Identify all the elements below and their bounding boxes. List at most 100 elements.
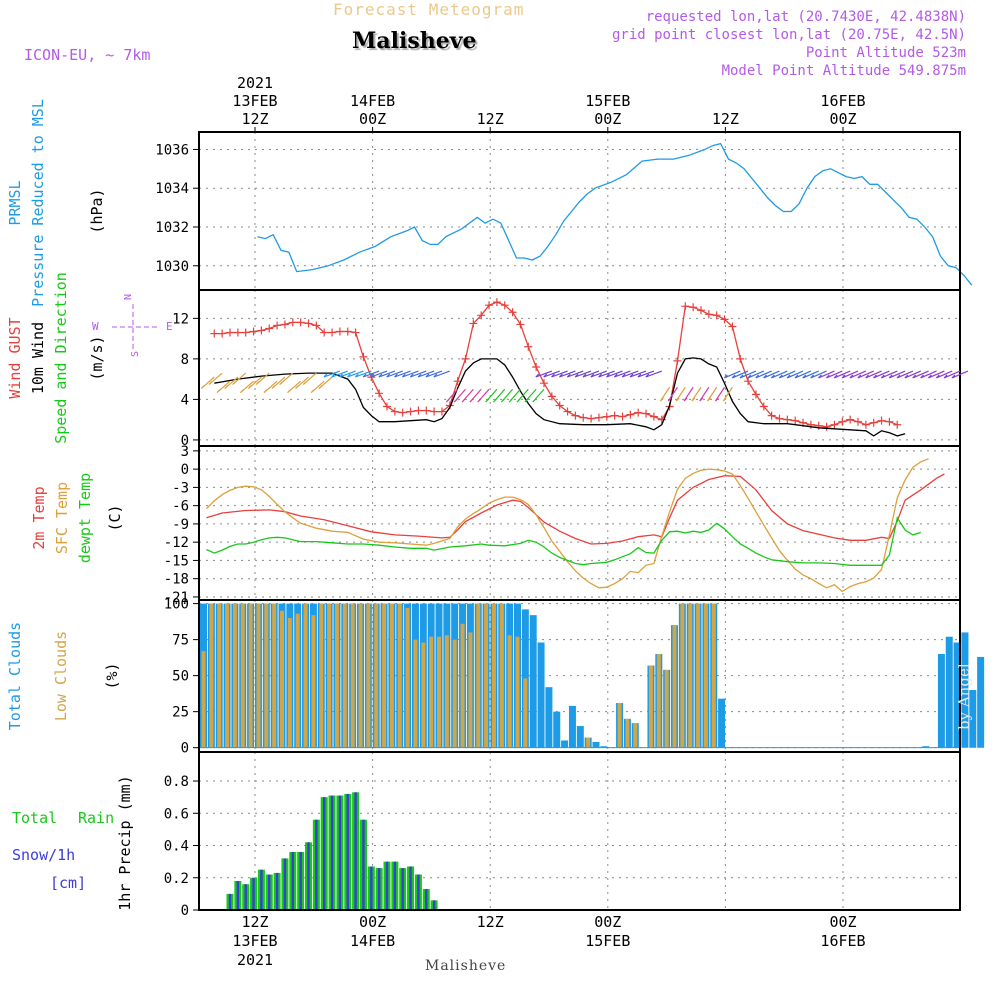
low-cloud-bar <box>656 654 661 748</box>
gust-marker <box>634 408 643 417</box>
y-tick-label: 4 <box>181 392 189 408</box>
wind-arrow <box>659 386 671 402</box>
y-tick-label: 1030 <box>155 259 189 275</box>
low-cloud-bar <box>491 603 496 748</box>
low-cloud-bar <box>342 603 347 748</box>
gust-marker <box>689 303 698 312</box>
total-cloud-bar <box>600 746 608 748</box>
legend-rain: Rain <box>78 809 114 827</box>
wind-arrow <box>582 370 600 378</box>
y-tick-label: 0.4 <box>164 839 189 855</box>
low-cloud-bar <box>232 603 237 748</box>
wind-arrow <box>818 370 835 379</box>
y-tick-label: 0.2 <box>164 871 189 887</box>
wind-arrow <box>558 370 576 378</box>
low-cloud-bar <box>696 603 701 748</box>
low-cloud-bar <box>648 665 653 748</box>
wind-arrow <box>786 370 804 379</box>
y-tick-label: 0.8 <box>164 774 189 790</box>
snow-bar <box>307 842 310 910</box>
wind-arrow <box>810 370 827 379</box>
axis-label: PRMSL <box>6 180 24 225</box>
wind-arrow <box>849 370 867 379</box>
snow-bar <box>362 819 365 910</box>
low-cloud-bar <box>664 669 669 748</box>
snow-bar <box>417 874 420 910</box>
snow-bar <box>228 893 232 910</box>
top-time-label: 00Z <box>829 110 856 128</box>
y-tick-label: 12 <box>172 311 189 327</box>
y-tick-label: -3 <box>172 480 189 496</box>
snow-bar <box>338 795 342 910</box>
low-cloud-bar <box>468 632 473 748</box>
wind-arrow <box>888 370 906 379</box>
low-cloud-bar <box>334 603 339 748</box>
snow-bar <box>377 868 381 910</box>
wind-arrow <box>551 370 568 378</box>
series-line <box>257 142 973 286</box>
wind-arrow <box>951 370 969 379</box>
bottom-time-label: 00Z <box>359 913 386 931</box>
wind-arrow <box>731 370 749 379</box>
wind-arrow <box>613 370 631 378</box>
gust-marker <box>642 409 651 418</box>
total-cloud-bar <box>969 690 977 748</box>
low-cloud-bar <box>217 603 222 748</box>
compass-west: W <box>92 320 99 333</box>
low-cloud-bar <box>625 718 630 748</box>
wind-arrow <box>279 372 294 386</box>
y-tick-label: -12 <box>164 535 189 551</box>
panel-frame <box>198 131 961 291</box>
axis-label: (m/s) <box>88 335 106 380</box>
axis-label: (C) <box>106 504 124 531</box>
panel-frame <box>198 445 961 601</box>
gust-marker <box>783 415 792 424</box>
subtitle: Forecast Meteogram <box>333 0 525 19</box>
wind-arrow <box>857 370 874 379</box>
wind-arrow <box>896 370 914 379</box>
wind-arrow <box>841 370 859 379</box>
wind-arrow <box>904 370 922 379</box>
axis-label: Pressure Reduced to MSL <box>29 99 47 307</box>
snow-bar <box>260 869 263 910</box>
snow-bar <box>346 793 349 910</box>
wind-arrow <box>524 388 537 403</box>
snow-bar <box>299 851 302 910</box>
gust-marker <box>359 352 368 361</box>
wind-arrow <box>302 372 317 386</box>
wind-arrow <box>485 388 498 403</box>
y-tick-label: 1034 <box>155 181 189 197</box>
gust-marker <box>767 411 776 420</box>
axis-label: (%) <box>103 662 121 689</box>
wind-arrow <box>453 388 466 403</box>
total-cloud-bar <box>961 632 969 748</box>
low-cloud-bar <box>711 603 716 748</box>
bottom-time-label: 12Z <box>241 913 268 931</box>
model-label: ICON-EU, ~ 7km <box>24 46 151 64</box>
snow-bar <box>330 795 334 910</box>
gust-marker <box>869 418 878 427</box>
gust-marker <box>249 327 258 336</box>
wind-arrow <box>208 372 223 386</box>
low-cloud-bar <box>397 603 402 748</box>
low-cloud-bar <box>437 636 441 748</box>
low-cloud-bar <box>680 603 685 748</box>
snow-bar <box>385 861 389 910</box>
low-cloud-bar <box>311 615 316 748</box>
wind-arrow <box>224 376 239 390</box>
gust-marker <box>587 414 596 423</box>
low-cloud-bar <box>421 642 426 748</box>
gust-marker <box>492 298 501 307</box>
wind-arrow <box>477 388 490 403</box>
top-time-label: 12Z <box>241 110 268 128</box>
gust-marker <box>830 420 839 429</box>
y-tick-label: 3 <box>181 444 189 460</box>
gust-marker <box>838 417 847 426</box>
wind-arrow <box>378 370 396 378</box>
snow-bar <box>323 797 326 910</box>
compass-cross <box>112 304 158 352</box>
total-cloud-bar <box>945 636 953 748</box>
y-tick-label: -9 <box>172 517 189 533</box>
low-cloud-bar <box>272 603 277 748</box>
gust-marker <box>477 311 486 320</box>
